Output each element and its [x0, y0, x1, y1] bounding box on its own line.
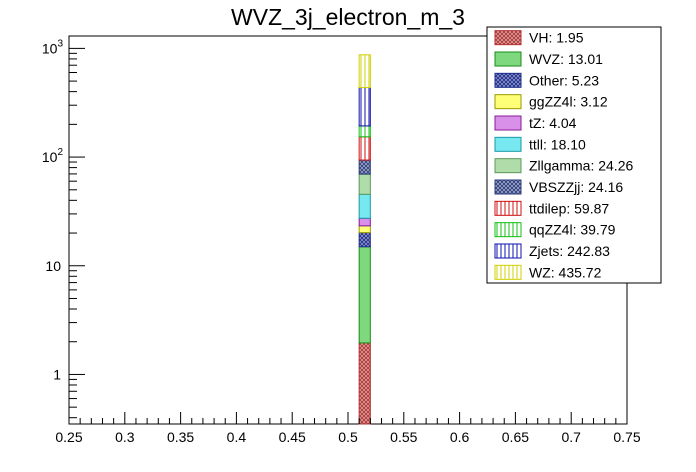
bar-segment-vh	[358, 342, 371, 425]
bar-segment-zjets	[358, 87, 371, 127]
legend-swatch-other	[494, 72, 522, 88]
legend-label-ggzz4l: ggZZ4l: 3.12	[529, 94, 608, 110]
bar-segment-ttll	[358, 193, 371, 219]
legend-label-vbszzjj: VBSZZjj: 24.16	[529, 179, 623, 195]
bar-segment-other	[358, 232, 371, 248]
legend-box	[486, 26, 662, 284]
x-tick-label: 0.45	[279, 429, 306, 445]
legend-swatch-ggzz4l	[494, 94, 522, 110]
legend-swatch-ttdilep	[494, 200, 522, 216]
legend-label-ttll: ttll: 18.10	[529, 136, 586, 152]
x-tick-label: 0.25	[55, 429, 82, 445]
x-tick-label: 0.4	[227, 429, 247, 445]
x-tick-label: 0.55	[390, 429, 417, 445]
bar-segment-wz	[358, 54, 371, 89]
legend-swatch-zllgamma	[494, 158, 522, 174]
x-tick-label: 0.6	[450, 429, 470, 445]
legend-label-vh: VH: 1.95	[529, 30, 584, 46]
bar-segment-vbszzjj	[358, 159, 371, 175]
x-tick-label: 0.35	[167, 429, 194, 445]
y-tick-label: 102	[42, 147, 64, 165]
legend-label-tz: tZ: 4.04	[529, 115, 577, 131]
x-tick-label: 0.65	[502, 429, 529, 445]
bar-segment-qqzz4l	[358, 125, 371, 138]
x-tick-label: 0.7	[561, 429, 581, 445]
bar-segment-tz	[358, 217, 371, 227]
bar-segment-ttdilep	[358, 136, 371, 161]
legend-label-wvz: WVZ: 13.01	[529, 51, 603, 67]
y-axis: 1 10 102 103	[42, 38, 85, 419]
x-axis: 0.25 0.3 0.35 0.4 0.45 0.5 0.55 0.6 0.65 0.7 0.75	[55, 412, 641, 445]
legend-label-ttdilep: ttdilep: 59.87	[529, 200, 609, 216]
y-tick-label: 10	[45, 258, 61, 274]
bar-segment-zllgamma	[358, 173, 371, 195]
x-tick-label: 0.75	[613, 429, 640, 445]
bar-segment-wvz	[358, 246, 371, 344]
x-tick-label: 0.3	[115, 429, 135, 445]
legend-swatch-wvz	[494, 51, 522, 67]
legend-swatch-ttll	[494, 136, 522, 152]
legend-label-other: Other: 5.23	[529, 72, 599, 88]
legend-label-wz: WZ: 435.72	[529, 264, 602, 280]
legend-label-zllgamma: Zllgamma: 24.26	[529, 158, 633, 174]
y-tick-label: 1	[53, 366, 61, 382]
legend-swatch-wz	[494, 264, 522, 280]
legend-swatch-zjets	[494, 243, 522, 259]
legend-swatch-tz	[494, 115, 522, 131]
legend-label-qqzz4l: qqZZ4l: 39.79	[529, 222, 616, 238]
legend-swatch-vbszzjj	[494, 179, 522, 195]
legend-swatch-qqzz4l	[494, 222, 522, 238]
legend: VH: 1.95 WVZ: 13.01 Other: 5.23 ggZZ4l: 3.1…	[486, 26, 662, 284]
stacked-bars	[358, 54, 371, 425]
legend-label-zjets: Zjets: 242.83	[529, 243, 610, 259]
bar-segment-ggzz4l	[358, 225, 371, 234]
y-tick-label: 103	[42, 38, 64, 56]
chart-title: WVZ_3j_electron_m_3	[231, 4, 465, 30]
legend-swatch-vh	[494, 30, 522, 46]
x-tick-label: 0.5	[338, 429, 358, 445]
